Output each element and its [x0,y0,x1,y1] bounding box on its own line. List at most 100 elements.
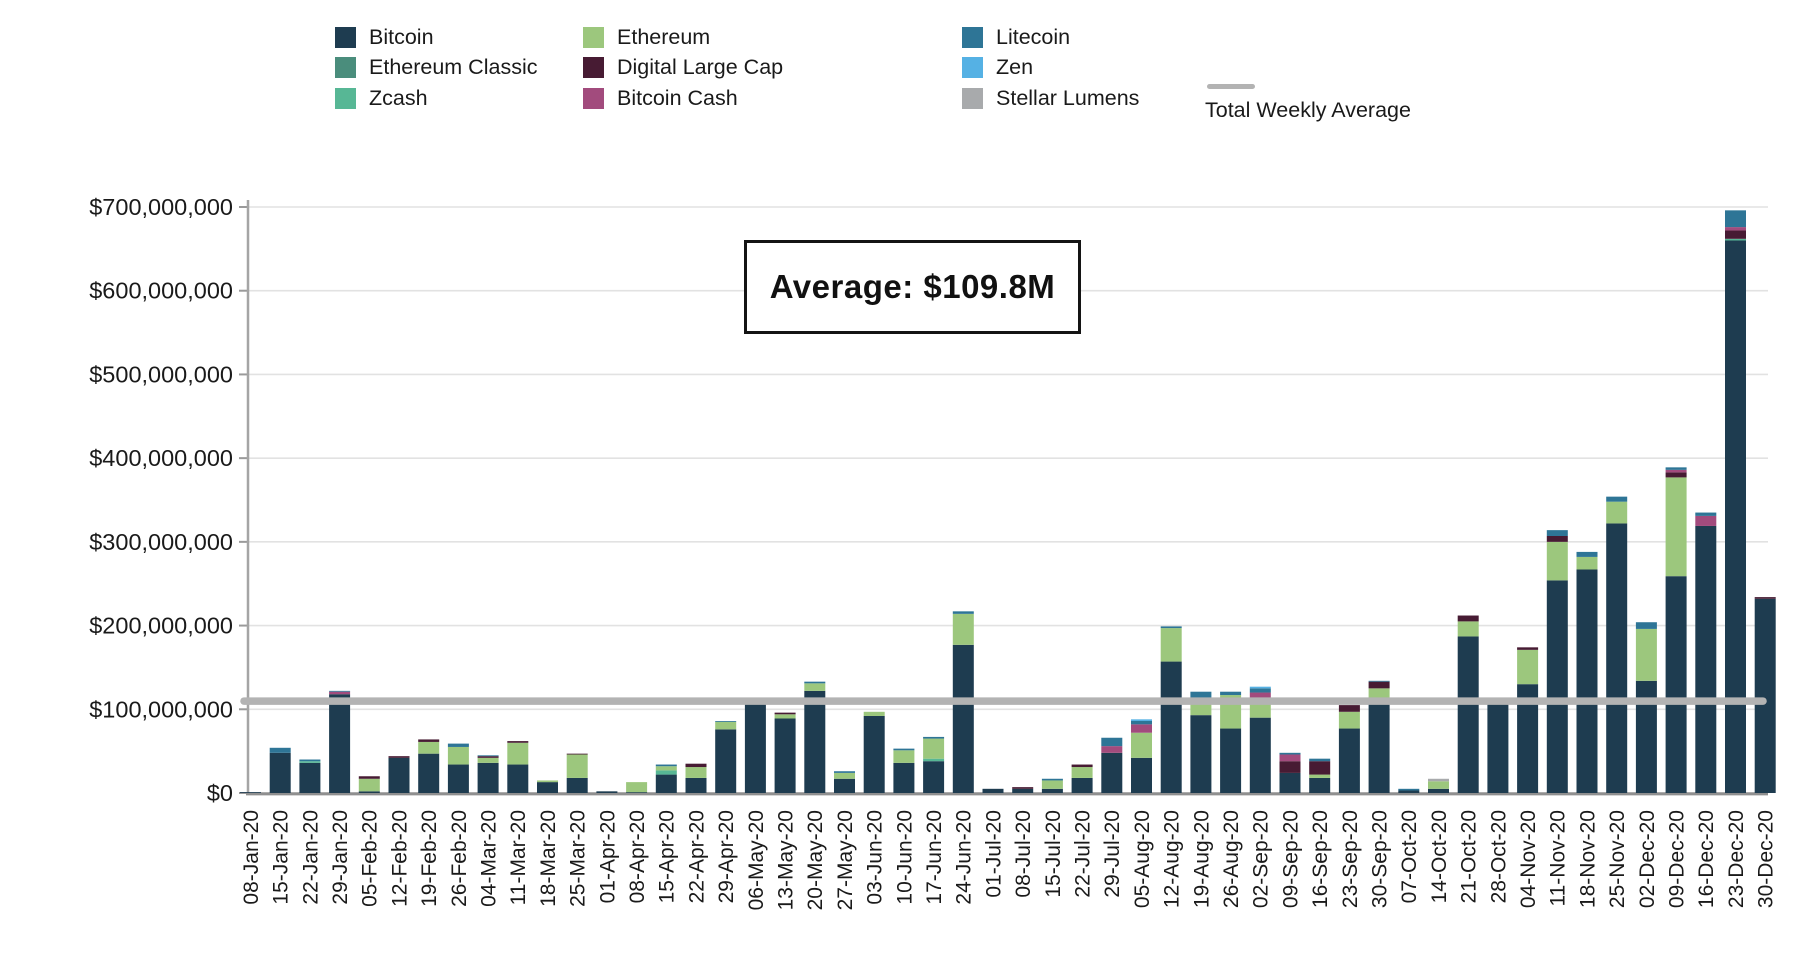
bar-segment [1309,761,1330,774]
legend-swatch [583,57,604,78]
bar-segment [1369,704,1390,793]
average-line-legend-swatch [1207,84,1255,89]
bar-segment [1666,470,1687,473]
legend-item-label: Bitcoin Cash [617,86,738,111]
bar-segment [804,683,825,691]
bar-segment [656,766,677,770]
bar-segment [804,682,825,684]
legend-swatch [962,27,983,48]
bar-segment [1250,718,1271,793]
bar-segment [418,754,439,793]
legend-swatch [335,57,356,78]
bar-segment [1725,239,1746,241]
bar-segment [1428,789,1449,793]
bar-segment [448,744,469,747]
legend-swatch [962,88,983,109]
x-axis-label: 23-Sep-20 [1339,810,1362,908]
x-axis-label: 08-Apr-20 [626,810,649,903]
legend-item-ethereum: Ethereum [583,25,710,49]
bar-segment [656,775,677,793]
bar-segment [775,718,796,793]
bar-segment [1398,789,1419,791]
x-axis-label: 21-Oct-20 [1458,810,1481,903]
bar-segment [1042,789,1063,793]
bar-segment [537,782,558,793]
bar-segment [893,750,914,763]
bar-segment [270,748,291,753]
y-axis-label: $0 [207,780,233,806]
x-axis-label: 09-Sep-20 [1279,810,1302,908]
x-axis-label: 04-Nov-20 [1517,810,1540,908]
bar-segment [329,694,350,793]
x-axis-label: 11-Nov-20 [1547,810,1570,907]
legend-item-litecoin: Litecoin [962,25,1070,49]
bar-segment [834,771,855,773]
bar-segment [804,691,825,793]
bar-segment [1428,781,1449,789]
y-axis-label: $300,000,000 [89,529,233,555]
bar-segment [1577,569,1598,793]
bar-segment [1695,526,1716,793]
legend-item-bitcoin: Bitcoin [335,25,434,49]
bar-segment [1458,616,1479,622]
bar-segment [1695,513,1716,516]
x-axis-label: 14-Oct-20 [1428,810,1451,903]
x-axis-label: 22-Jul-20 [1071,810,1094,898]
bar-segment [1458,621,1479,636]
bar-segment [715,729,736,793]
legend-swatch [335,27,356,48]
bar-segment [1280,753,1301,755]
bar-segment [626,782,647,792]
x-axis-label: 20-May-20 [804,810,827,910]
x-axis-label: 03-Jun-20 [864,810,887,905]
legend-item-ethereum-classic: Ethereum Classic [335,56,537,80]
average-annotation-box: Average: $109.8M [744,240,1081,334]
legend-swatch [335,88,356,109]
chart-canvas: $0$100,000,000$200,000,000$300,000,000$4… [0,0,1808,962]
bar-segment [1636,622,1657,629]
bar-segment [478,763,499,793]
bar-segment [1666,472,1687,477]
x-axis-label: 22-Jan-20 [299,810,322,905]
bar-segment [1250,687,1271,689]
x-axis-label: 22-Apr-20 [685,810,708,903]
x-axis-label: 11-Mar-20 [507,810,530,905]
bar-segment [1280,773,1301,793]
bar-segment [923,737,944,739]
bar-segment [1725,230,1746,238]
bar-segment [1309,775,1330,778]
bar-segment [1131,724,1152,732]
legend-item-zcash: Zcash [335,86,428,110]
bar-segment [1131,719,1152,721]
average-line-legend-label: Total Weekly Average [1205,98,1411,123]
x-axis-label: 25-Mar-20 [567,810,590,907]
bar-segment [953,614,974,645]
bar-segment [893,763,914,793]
bar-segment [953,645,974,793]
bar-segment [1547,530,1568,536]
bar-segment [656,770,677,774]
bar-segment [715,722,736,730]
bar-segment [1161,662,1182,793]
y-axis-label: $100,000,000 [89,696,233,722]
legend-item-label: Ethereum [617,25,710,50]
bar-segment [448,765,469,793]
bar-segment [1606,497,1627,502]
bar-segment [299,761,320,763]
bar-segment [299,760,320,762]
bar-segment [1517,650,1538,684]
bar-segment [1636,629,1657,681]
x-axis-label: 18-Mar-20 [537,810,560,907]
x-axis-label: 25-Nov-20 [1606,810,1629,908]
bar-segment [1250,688,1271,692]
bar-segment [893,749,914,751]
bar-segment [983,789,1004,793]
bar-segment [1161,626,1182,628]
bar-segment [1398,790,1419,793]
legend-item-label: Bitcoin [369,25,434,50]
bar-segment [359,791,380,793]
bar-segment [1547,580,1568,793]
legend-item-label: Ethereum Classic [369,55,537,80]
bar-segment [1577,557,1598,570]
x-axis-label: 01-Jul-20 [982,810,1005,898]
